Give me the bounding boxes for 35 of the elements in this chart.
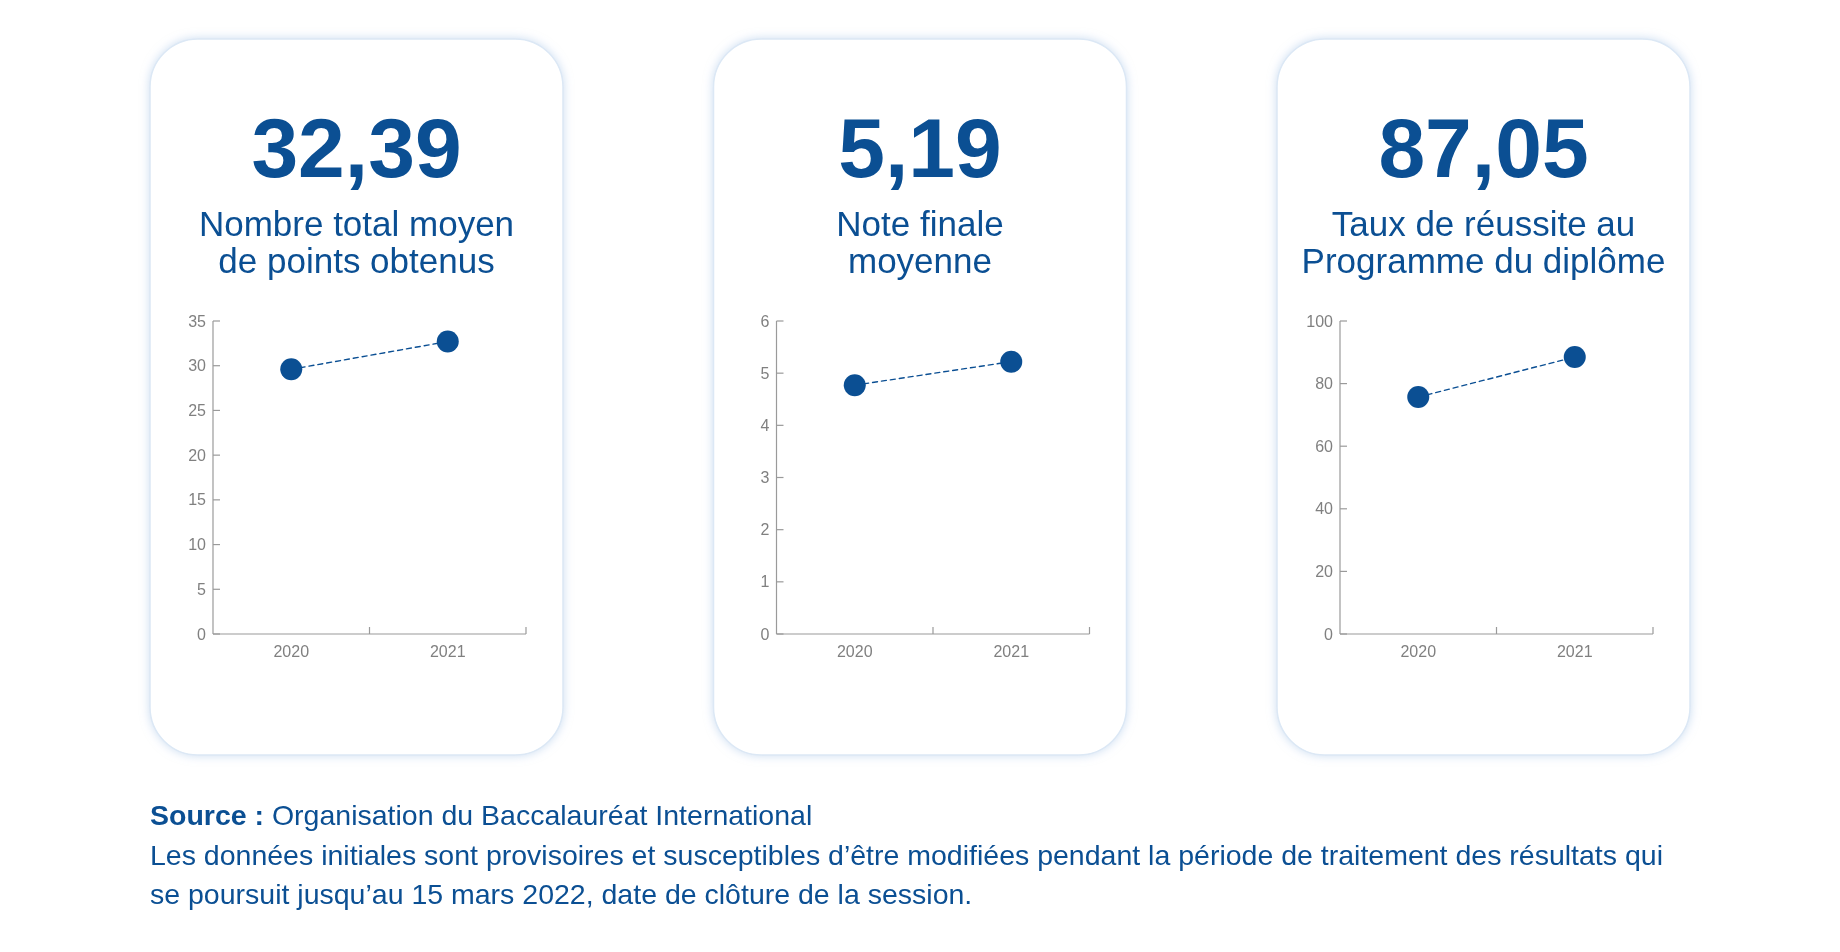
y-tick-label: 100	[1306, 312, 1334, 330]
y-tick-label: 0	[197, 625, 207, 643]
y-tick-label: 30	[188, 357, 207, 375]
y-tick-label: 2	[760, 521, 770, 539]
x-tick-label: 2020	[273, 643, 310, 660]
y-tick-label: 20	[188, 446, 207, 464]
chart-title: 87,05	[1378, 101, 1589, 195]
x-tick-label: 2021	[1556, 643, 1593, 660]
y-tick-label: 20	[1315, 563, 1334, 580]
source-note: Source : Organisation du Baccalauréat International	[150, 799, 813, 831]
y-tick-label: 3	[760, 469, 770, 487]
y-tick-label: 35	[188, 312, 207, 330]
chart-subtitle: Taux de réussite au Programme du diplôme	[1301, 204, 1666, 280]
y-tick-label: 1	[760, 573, 770, 591]
y-tick-label: 10	[188, 536, 207, 554]
y-tick-label: 40	[1315, 500, 1334, 518]
y-tick-label: 6	[760, 312, 770, 330]
y-tick-label: 4	[760, 416, 770, 434]
y-tick-label: 0	[760, 625, 770, 643]
y-tick-label: 5	[760, 364, 770, 382]
x-tick-label: 2021	[993, 643, 1030, 660]
y-tick-label: 80	[1315, 375, 1334, 393]
x-tick-label: 2020	[1400, 643, 1437, 660]
x-tick-label: 2021	[429, 643, 466, 660]
y-tick-label: 60	[1315, 437, 1334, 455]
y-tick-label: 25	[188, 402, 207, 420]
chart-title: 32,39	[251, 101, 462, 195]
chart-subtitle: Nombre total moyen de points obtenus	[198, 204, 515, 280]
y-tick-label: 15	[188, 491, 207, 509]
text: Les données initiales sont provisoires et susceptibles d’être modifiées pendant la période de traitement des résultats qui se poursuit jusqu’au 15 mars 2022, date de clôture de la session.	[150, 838, 1663, 910]
y-tick-label: 0	[1324, 625, 1334, 643]
x-tick-label: 2020	[836, 643, 873, 660]
y-tick-label: 5	[197, 580, 207, 598]
chart-title: 5,19	[838, 101, 1002, 195]
chart-subtitle: Note finale moyenne	[836, 204, 1004, 280]
